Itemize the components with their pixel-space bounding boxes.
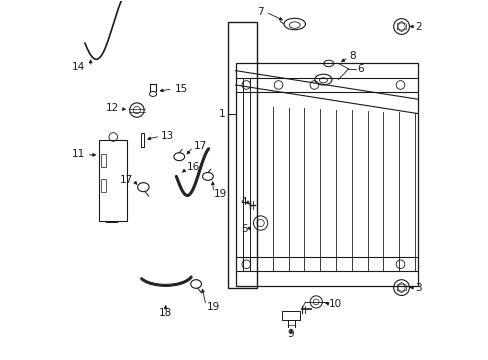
Bar xyxy=(235,63,418,286)
Text: 4: 4 xyxy=(240,197,247,207)
Text: 19: 19 xyxy=(206,302,220,312)
Text: 18: 18 xyxy=(159,308,172,318)
Text: 5: 5 xyxy=(240,225,247,234)
Bar xyxy=(228,22,257,288)
Text: 16: 16 xyxy=(187,162,200,172)
Text: 9: 9 xyxy=(287,329,294,339)
Text: 8: 8 xyxy=(349,51,355,61)
Text: 13: 13 xyxy=(161,131,174,141)
Text: 7: 7 xyxy=(257,7,264,17)
Text: 15: 15 xyxy=(174,84,187,94)
Bar xyxy=(101,154,106,167)
Text: 12: 12 xyxy=(105,103,119,113)
Bar xyxy=(140,133,144,147)
Text: 11: 11 xyxy=(72,149,85,159)
Bar xyxy=(99,140,127,221)
Text: 2: 2 xyxy=(414,22,421,32)
Text: 14: 14 xyxy=(72,62,85,72)
Text: 1: 1 xyxy=(219,109,225,119)
Text: 19: 19 xyxy=(214,189,227,199)
Text: 17: 17 xyxy=(120,175,133,185)
Bar xyxy=(101,179,106,192)
Text: 17: 17 xyxy=(193,141,206,151)
Bar xyxy=(282,311,300,320)
Text: 3: 3 xyxy=(414,283,421,293)
Text: 10: 10 xyxy=(328,299,341,309)
Text: 6: 6 xyxy=(357,64,364,74)
